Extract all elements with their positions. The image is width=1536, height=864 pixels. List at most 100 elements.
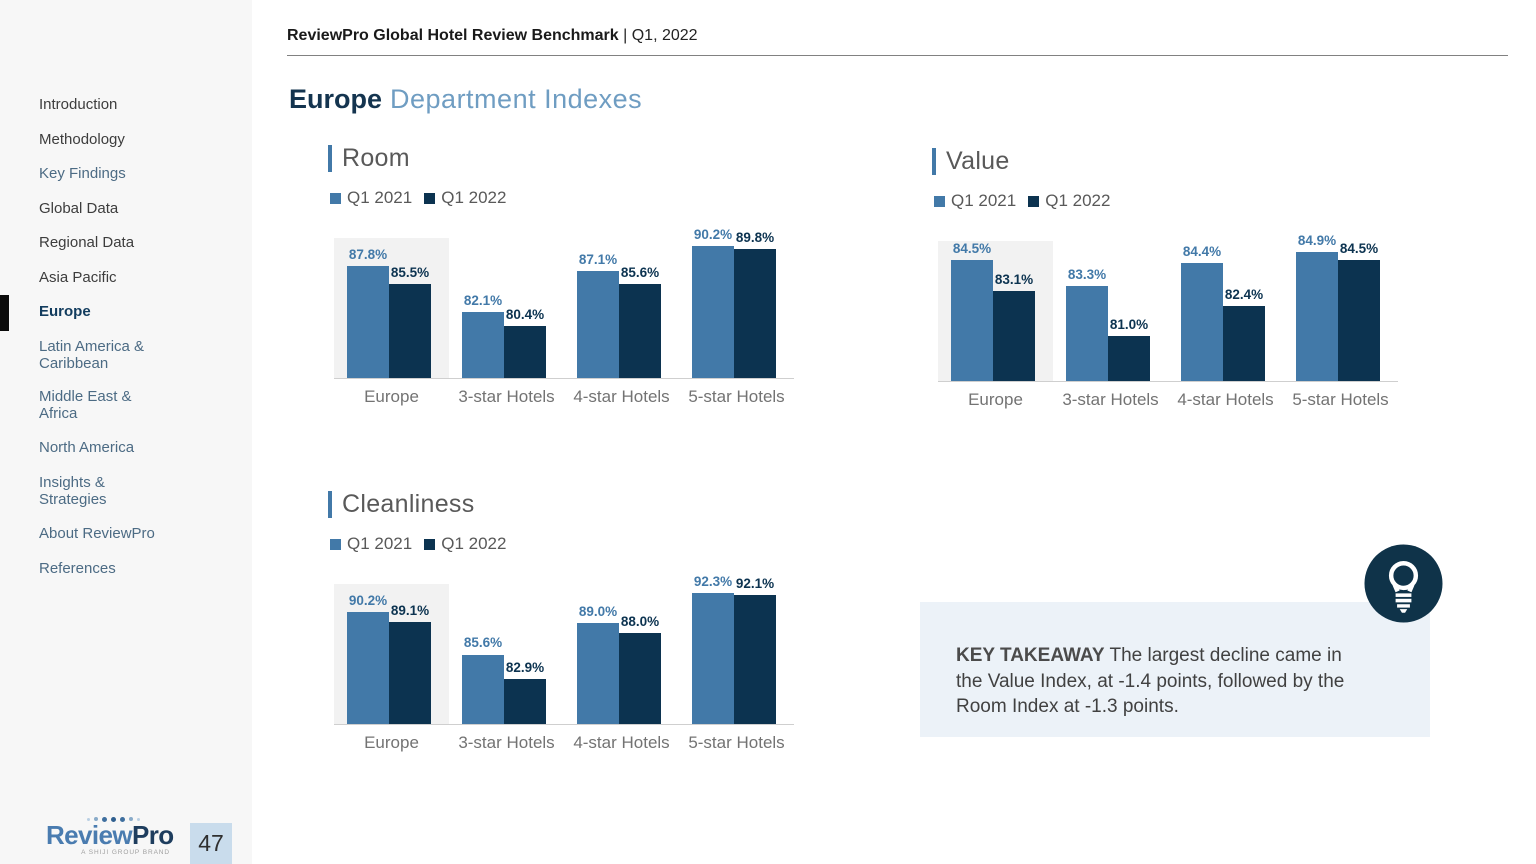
legend-item-q1-2022: Q1 2022 xyxy=(424,188,506,208)
bar-value-label: 82.4% xyxy=(1224,286,1264,302)
page-title: Europe Department Indexes xyxy=(289,84,642,115)
report-quarter: Q1, 2022 xyxy=(631,27,698,44)
legend-item-q1-2021: Q1 2021 xyxy=(330,188,412,208)
sidebar-item-latin-america-caribbean[interactable]: Latin America & Caribbean xyxy=(39,338,145,372)
sidebar-item-asia-pacific[interactable]: Asia Pacific xyxy=(39,269,117,286)
bar-group-europe: 84.5% 83.1% xyxy=(938,219,1053,381)
legend-swatch-icon xyxy=(330,538,341,550)
title-accent-bar xyxy=(932,147,936,175)
bar-value-label: 88.0% xyxy=(620,613,660,629)
sidebar-item-europe[interactable]: Europe xyxy=(39,303,91,320)
bar-value-label: 85.6% xyxy=(620,264,660,280)
bar-q1-2022 xyxy=(993,290,1035,381)
page-number: 47 xyxy=(190,823,232,864)
chart-title-row: Value xyxy=(932,146,1402,176)
bar-value-label: 92.1% xyxy=(735,575,775,591)
bar-value-label: 82.9% xyxy=(505,660,545,676)
legend-item-q1-2021: Q1 2021 xyxy=(330,534,412,554)
legend-swatch-icon xyxy=(424,192,436,204)
bar-value-label: 92.3% xyxy=(693,574,733,590)
bar-q1-2021 xyxy=(951,260,993,381)
page-title-rest: Department Indexes xyxy=(382,84,643,114)
bar-value-label: 85.5% xyxy=(390,265,430,281)
sidebar: Introduction Methodology Key Findings Gl… xyxy=(0,0,252,864)
sidebar-item-methodology[interactable]: Methodology xyxy=(39,131,125,148)
bar-q1-2022 xyxy=(734,249,776,378)
cleanliness-chart: Cleanliness Q1 2021 Q1 2022 90.2% 89.1% 85… xyxy=(328,489,798,753)
sidebar-item-key-findings[interactable]: Key Findings xyxy=(39,165,126,182)
document-header: ReviewPro Global Hotel Review Benchmark … xyxy=(287,27,698,45)
value-chart: Value Q1 2021 Q1 2022 84.5% 83.1% 83.3% 81.… xyxy=(932,146,1402,410)
bar-q1-2021 xyxy=(692,593,734,724)
bar-q1-2022 xyxy=(1338,260,1380,381)
bar-value-label: 83.1% xyxy=(994,271,1034,287)
chart-legend: Q1 2021 Q1 2022 xyxy=(330,534,798,554)
bar-value-label: 90.2% xyxy=(693,227,733,243)
cleanliness-plot-area: 90.2% 89.1% 85.6% 82.9% 89.0% 88.0% 92.3% 92.1% xyxy=(334,562,794,725)
bar-q1-2022 xyxy=(619,632,661,724)
bar-group-3-star-hotels: 85.6% 82.9% xyxy=(449,562,564,724)
bar-value-label: 87.1% xyxy=(578,252,618,268)
bar-q1-2022 xyxy=(734,595,776,724)
bar-q1-2021 xyxy=(347,612,389,724)
value-category-axis: Europe 3-star Hotels 4-star Hotels 5-star H… xyxy=(938,390,1398,410)
legend-swatch-icon xyxy=(934,195,945,207)
bar-q1-2021 xyxy=(347,265,389,378)
bar-value-label: 82.1% xyxy=(463,293,503,309)
cleanliness-category-axis: Europe 3-star Hotels 4-star Hotels 5-star H… xyxy=(334,733,794,753)
sidebar-item-middle-east-africa[interactable]: Middle East & Africa xyxy=(39,388,132,422)
lightbulb-icon xyxy=(1364,544,1443,623)
chart-title: Room xyxy=(342,143,410,172)
bar-q1-2021 xyxy=(1066,286,1108,381)
report-title: ReviewPro Global Hotel Review Benchmark xyxy=(287,27,619,44)
chart-title: Cleanliness xyxy=(342,489,475,518)
chart-title: Value xyxy=(946,146,1010,175)
category-label: 5-star Hotels xyxy=(688,733,785,752)
chart-title-row: Room xyxy=(328,143,798,173)
bar-group-4-star-hotels: 89.0% 88.0% xyxy=(564,562,679,724)
logo-wordmark: ReviewPro xyxy=(46,820,174,850)
sidebar-item-references[interactable]: References xyxy=(39,560,116,577)
bar-q1-2021 xyxy=(577,623,619,724)
bar-value-label: 89.0% xyxy=(578,604,618,620)
logo-dots-icon xyxy=(56,816,170,822)
category-label: 4-star Hotels xyxy=(573,387,670,406)
sidebar-item-introduction[interactable]: Introduction xyxy=(39,96,118,113)
category-label: 3-star Hotels xyxy=(458,387,555,406)
sidebar-item-about-reviewpro[interactable]: About ReviewPro xyxy=(39,525,155,542)
header-divider xyxy=(287,55,1508,56)
page-title-region: Europe xyxy=(289,84,383,114)
bar-q1-2022 xyxy=(504,679,546,724)
room-chart: Room Q1 2021 Q1 2022 87.8% 85.5% 82.1% 80.4… xyxy=(328,143,798,407)
bar-q1-2021 xyxy=(577,271,619,378)
bar-group-3-star-hotels: 82.1% 80.4% xyxy=(449,216,564,378)
bar-group-4-star-hotels: 87.1% 85.6% xyxy=(564,216,679,378)
sidebar-item-insights-strategies[interactable]: Insights & Strategies xyxy=(39,474,107,508)
room-category-axis: Europe 3-star Hotels 4-star Hotels 5-star H… xyxy=(334,387,794,407)
bar-q1-2022 xyxy=(504,325,546,378)
category-label: 3-star Hotels xyxy=(458,733,555,752)
sidebar-item-north-america[interactable]: North America xyxy=(39,439,135,456)
bar-value-label: 84.9% xyxy=(1297,232,1337,248)
category-label: Europe xyxy=(364,733,419,752)
logo-tagline: A SHIJI GROUP BRAND xyxy=(81,849,170,856)
legend-swatch-icon xyxy=(1028,195,1040,207)
main-content: ReviewPro Global Hotel Review Benchmark … xyxy=(252,0,1536,864)
legend-item-q1-2022: Q1 2022 xyxy=(1028,191,1110,211)
bar-group-3-star-hotels: 83.3% 81.0% xyxy=(1053,219,1168,381)
key-takeaway-label: KEY TAKEAWAY xyxy=(956,645,1105,666)
title-accent-bar xyxy=(328,490,332,518)
bar-q1-2022 xyxy=(619,283,661,378)
bar-q1-2021 xyxy=(1296,251,1338,381)
bar-group-europe: 90.2% 89.1% xyxy=(334,562,449,724)
legend-item-q1-2022: Q1 2022 xyxy=(424,534,506,554)
sidebar-item-global-data[interactable]: Global Data xyxy=(39,200,119,217)
chart-title-row: Cleanliness xyxy=(328,489,798,519)
bar-value-label: 87.8% xyxy=(348,246,388,262)
title-accent-bar xyxy=(328,144,332,172)
sidebar-item-regional-data[interactable]: Regional Data xyxy=(39,234,135,251)
bar-group-europe: 87.8% 85.5% xyxy=(334,216,449,378)
bar-group-5-star-hotels: 90.2% 89.8% xyxy=(679,216,794,378)
bar-value-label: 81.0% xyxy=(1109,316,1149,332)
bar-value-label: 84.5% xyxy=(952,241,992,257)
